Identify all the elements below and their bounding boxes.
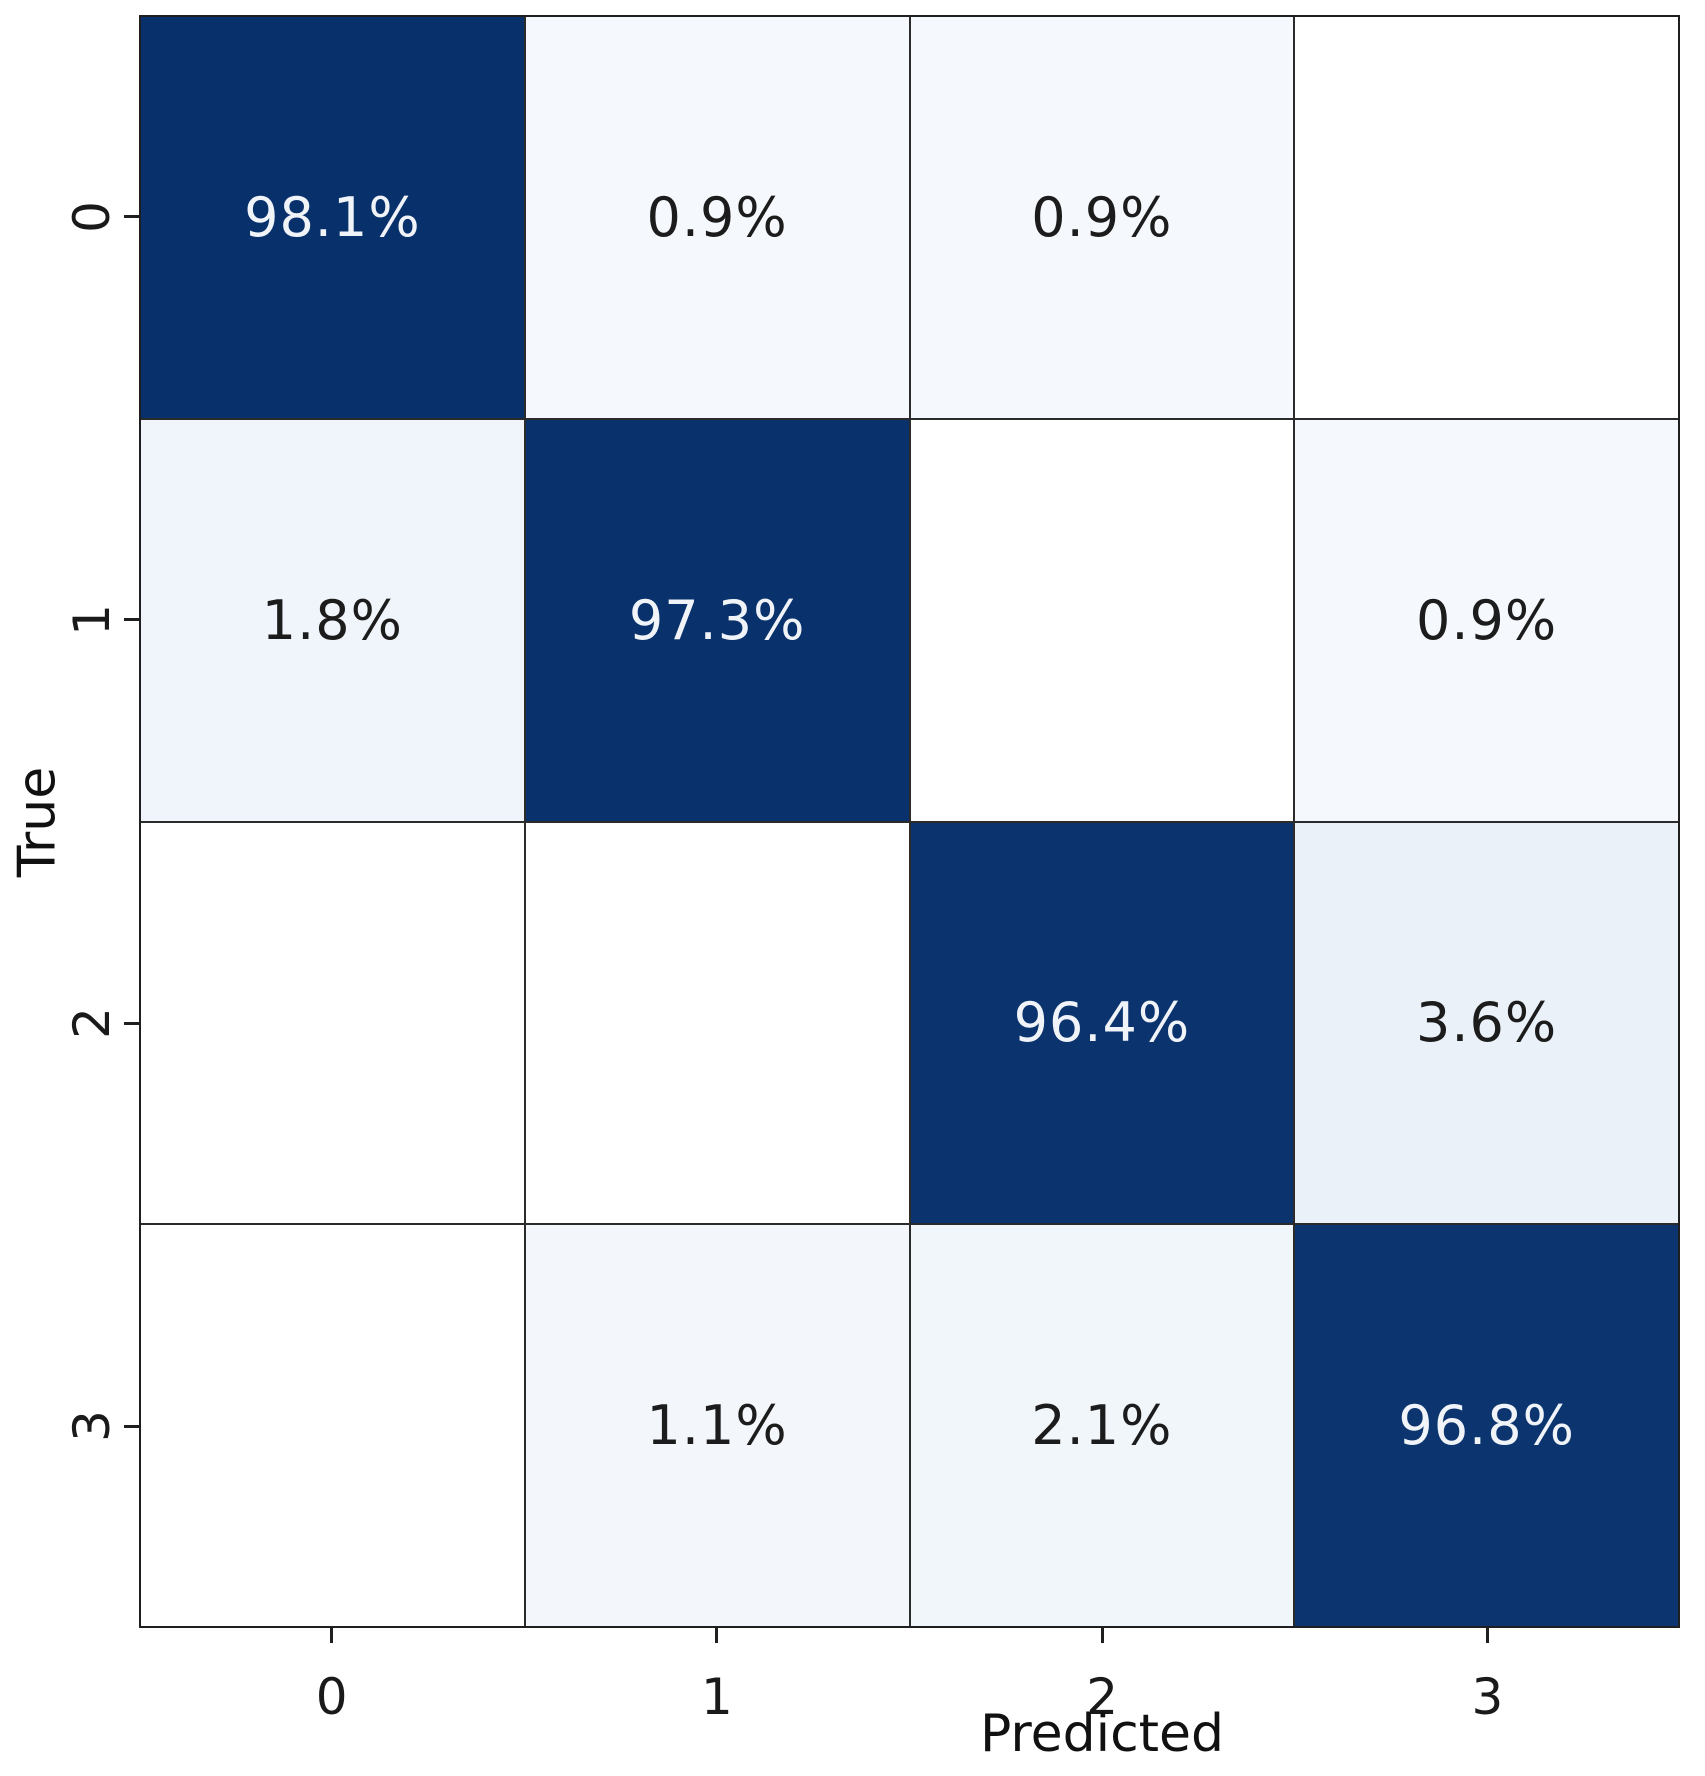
y-tick-label-2: 2 [67, 1007, 117, 1039]
matrix-cell-r3-c2: 2.1% [911, 1225, 1294, 1626]
matrix-cell-r1-c2 [911, 420, 1294, 821]
y-axis-label: True [9, 767, 66, 877]
y-tick-mark-0 [124, 215, 139, 218]
x-tick-mark-2 [1101, 1628, 1104, 1643]
matrix-cell-r1-c3: 0.9% [1295, 420, 1678, 821]
matrix-cell-r2-c0 [141, 823, 524, 1224]
matrix-cell-r0-c1: 0.9% [526, 17, 909, 418]
matrix-cell-r3-c3: 96.8% [1295, 1225, 1678, 1626]
matrix-cell-r3-c1: 1.1% [526, 1225, 909, 1626]
x-tick-mark-1 [715, 1628, 718, 1643]
matrix-cell-r0-c0: 98.1% [141, 17, 524, 418]
y-tick-label-3: 3 [67, 1410, 117, 1442]
y-tick-label-1: 1 [67, 604, 117, 636]
x-tick-mark-0 [330, 1628, 333, 1643]
matrix-cell-r0-c2: 0.9% [911, 17, 1294, 418]
x-axis-label: Predicted [980, 1706, 1224, 1763]
matrix-cell-r0-c3 [1295, 17, 1678, 418]
matrix-cell-r3-c0 [141, 1225, 524, 1626]
y-tick-mark-2 [124, 1022, 139, 1025]
x-tick-label-3: 3 [1471, 1672, 1503, 1722]
heatmap-plot-area: 98.1%0.9%0.9%1.8%97.3%0.9%96.4%3.6%1.1%2… [139, 15, 1680, 1628]
x-tick-label-1: 1 [701, 1672, 733, 1722]
y-tick-label-0: 0 [67, 201, 117, 233]
x-tick-mark-3 [1486, 1628, 1489, 1643]
y-tick-mark-1 [124, 618, 139, 621]
matrix-cell-r2-c1 [526, 823, 909, 1224]
matrix-cell-r2-c3: 3.6% [1295, 823, 1678, 1224]
confusion-matrix-figure: 98.1%0.9%0.9%1.8%97.3%0.9%96.4%3.6%1.1%2… [0, 0, 1705, 1776]
x-tick-label-0: 0 [316, 1672, 348, 1722]
y-tick-mark-3 [124, 1425, 139, 1428]
matrix-cell-r2-c2: 96.4% [911, 823, 1294, 1224]
matrix-cell-r1-c1: 97.3% [526, 420, 909, 821]
matrix-cell-r1-c0: 1.8% [141, 420, 524, 821]
